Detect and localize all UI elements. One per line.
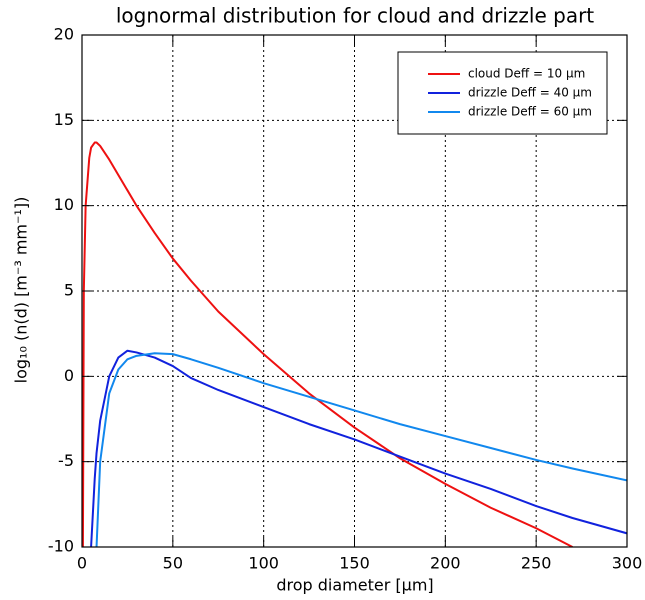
y-tick-label: 10 [54,195,74,214]
x-tick-label: 0 [77,554,87,573]
y-tick-label: 5 [64,281,74,300]
x-tick-label: 300 [612,554,643,573]
x-tick-label: 250 [521,554,552,573]
x-axis-label: drop diameter [μm] [276,576,433,595]
legend-label: drizzle Deff = 40 μm [468,86,592,100]
x-tick-label: 200 [430,554,461,573]
y-tick-label: -10 [48,537,74,556]
y-tick-label: 20 [54,25,74,44]
data-line [95,352,627,547]
data-line [82,141,573,547]
plot-area [82,141,627,547]
y-tick-label: -5 [58,451,74,470]
legend-label: cloud Deff = 10 μm [468,67,585,81]
y-axis-label: log₁₀ (n(d) [m⁻³ mm⁻¹]) [12,197,31,384]
y-tick-label: 0 [64,366,74,385]
y-tick-label: 15 [54,110,74,129]
legend-label: drizzle Deff = 60 μm [468,105,592,119]
chart-title: lognormal distribution for cloud and dri… [116,4,594,28]
x-tick-label: 100 [248,554,279,573]
data-line [90,349,627,547]
legend: cloud Deff = 10 μm drizzle Deff = 40 μm dr… [397,51,608,135]
x-tick-label: 50 [163,554,183,573]
x-tick-label: 150 [339,554,370,573]
